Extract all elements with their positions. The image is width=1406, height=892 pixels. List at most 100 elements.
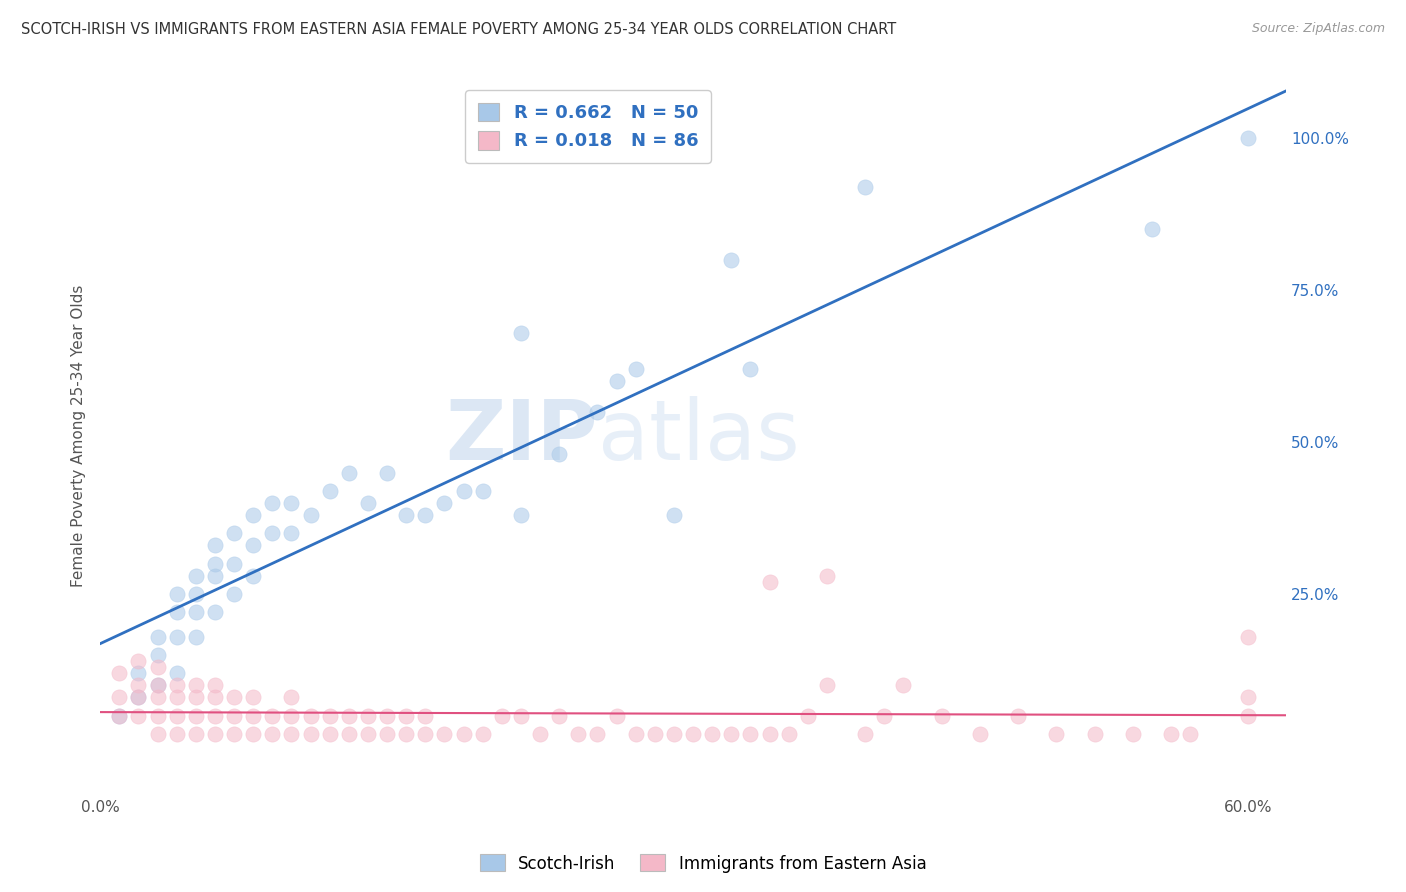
Point: [509, 326, 531, 340]
Point: [127, 678, 149, 692]
Point: [204, 690, 226, 705]
Point: [491, 708, 513, 723]
Point: [644, 727, 666, 741]
Point: [471, 483, 494, 498]
Text: Source: ZipAtlas.com: Source: ZipAtlas.com: [1251, 22, 1385, 36]
Point: [606, 375, 628, 389]
Point: [702, 727, 724, 741]
Point: [127, 654, 149, 668]
Point: [357, 496, 380, 510]
Point: [357, 708, 380, 723]
Point: [262, 727, 284, 741]
Point: [222, 690, 245, 705]
Text: atlas: atlas: [598, 395, 800, 476]
Point: [853, 179, 876, 194]
Point: [166, 666, 188, 681]
Point: [1160, 727, 1182, 741]
Point: [853, 727, 876, 741]
Point: [873, 708, 896, 723]
Point: [815, 569, 838, 583]
Point: [280, 708, 302, 723]
Point: [375, 708, 398, 723]
Point: [413, 708, 436, 723]
Text: ZIP: ZIP: [446, 395, 598, 476]
Point: [567, 727, 589, 741]
Point: [184, 630, 207, 644]
Point: [797, 708, 820, 723]
Point: [395, 508, 418, 522]
Point: [242, 569, 264, 583]
Point: [662, 727, 685, 741]
Point: [375, 466, 398, 480]
Point: [146, 678, 169, 692]
Point: [184, 569, 207, 583]
Point: [299, 708, 322, 723]
Point: [433, 727, 456, 741]
Point: [222, 526, 245, 541]
Point: [204, 678, 226, 692]
Point: [166, 630, 188, 644]
Point: [337, 466, 360, 480]
Point: [184, 708, 207, 723]
Point: [1180, 727, 1202, 741]
Point: [146, 630, 169, 644]
Point: [127, 708, 149, 723]
Point: [184, 587, 207, 601]
Point: [166, 727, 188, 741]
Point: [146, 648, 169, 662]
Point: [969, 727, 991, 741]
Point: [318, 727, 340, 741]
Point: [262, 496, 284, 510]
Point: [242, 539, 264, 553]
Point: [1122, 727, 1144, 741]
Point: [127, 666, 149, 681]
Point: [662, 508, 685, 522]
Point: [893, 678, 915, 692]
Point: [1236, 708, 1258, 723]
Legend: Scotch-Irish, Immigrants from Eastern Asia: Scotch-Irish, Immigrants from Eastern As…: [472, 847, 934, 880]
Point: [375, 727, 398, 741]
Point: [127, 690, 149, 705]
Point: [740, 727, 762, 741]
Point: [815, 678, 838, 692]
Y-axis label: Female Poverty Among 25-34 Year Olds: Female Poverty Among 25-34 Year Olds: [72, 285, 86, 587]
Point: [204, 539, 226, 553]
Point: [184, 605, 207, 619]
Text: SCOTCH-IRISH VS IMMIGRANTS FROM EASTERN ASIA FEMALE POVERTY AMONG 25-34 YEAR OLD: SCOTCH-IRISH VS IMMIGRANTS FROM EASTERN …: [21, 22, 897, 37]
Point: [204, 557, 226, 571]
Point: [509, 708, 531, 723]
Point: [586, 405, 609, 419]
Point: [357, 727, 380, 741]
Point: [395, 727, 418, 741]
Legend: R = 0.662   N = 50, R = 0.018   N = 86: R = 0.662 N = 50, R = 0.018 N = 86: [465, 90, 711, 163]
Point: [242, 690, 264, 705]
Point: [222, 708, 245, 723]
Point: [108, 690, 131, 705]
Point: [204, 569, 226, 583]
Point: [433, 496, 456, 510]
Point: [453, 727, 475, 741]
Point: [1140, 222, 1163, 236]
Point: [262, 708, 284, 723]
Point: [299, 727, 322, 741]
Point: [758, 574, 780, 589]
Point: [509, 508, 531, 522]
Point: [166, 587, 188, 601]
Point: [1236, 630, 1258, 644]
Point: [166, 690, 188, 705]
Point: [222, 727, 245, 741]
Point: [471, 727, 494, 741]
Point: [166, 605, 188, 619]
Point: [624, 727, 647, 741]
Point: [318, 708, 340, 723]
Point: [318, 483, 340, 498]
Point: [337, 708, 360, 723]
Point: [242, 727, 264, 741]
Point: [299, 508, 322, 522]
Point: [280, 526, 302, 541]
Point: [166, 678, 188, 692]
Point: [1007, 708, 1029, 723]
Point: [720, 727, 742, 741]
Point: [337, 727, 360, 741]
Point: [413, 727, 436, 741]
